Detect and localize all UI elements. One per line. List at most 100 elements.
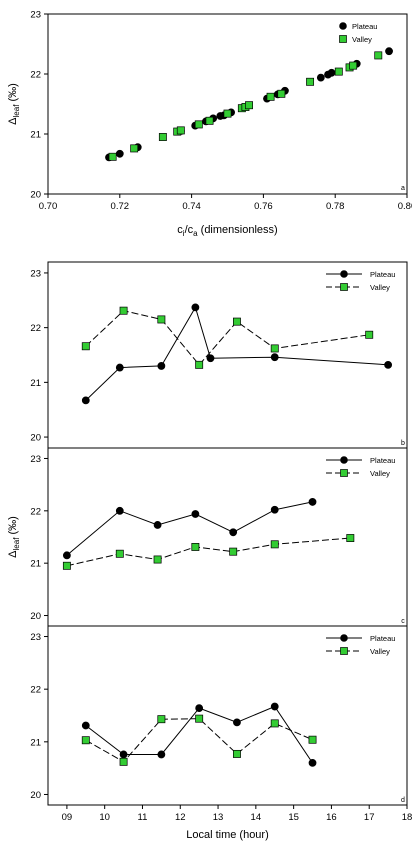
x-tick-label: 14: [251, 812, 262, 823]
data-point: [223, 109, 232, 118]
x-tick-label: 0.76: [254, 201, 273, 212]
data-point: [229, 528, 238, 537]
data-point: [384, 360, 393, 369]
y-tick-label: 22: [30, 323, 41, 334]
legend-marker: [340, 634, 348, 642]
data-point: [195, 704, 204, 713]
data-point: [81, 736, 90, 745]
legend-marker: [340, 270, 348, 278]
data-point: [334, 67, 343, 76]
data-point: [232, 749, 241, 758]
legend-label: Valley: [370, 647, 390, 656]
data-point: [385, 47, 393, 56]
y-tick-label: 23: [30, 632, 41, 643]
data-point: [81, 721, 90, 730]
panel-label: d: [401, 797, 405, 804]
data-point: [229, 547, 238, 556]
legend-marker: [339, 35, 347, 43]
legend-label: Valley: [370, 469, 390, 478]
chart-b: 20 21 22 23 Plateau Valley b: [30, 261, 408, 449]
data-point: [365, 330, 374, 339]
legend-marker: [339, 22, 347, 30]
legend-label: Plateau: [370, 456, 395, 465]
data-point: [270, 719, 279, 728]
data-point: [270, 505, 279, 514]
data-point: [316, 73, 325, 82]
data-point: [176, 126, 185, 135]
x-tick-label: 11: [138, 812, 148, 823]
series-line: [66, 537, 351, 567]
chart-a: 0.70 0.72 0.74 0.76 0.78 0.80 20 21 22 23 Plateau V…: [7, 10, 412, 239]
data-point: [81, 396, 90, 405]
data-point: [233, 718, 241, 727]
data-point: [158, 133, 167, 141]
x-tick-label: 16: [326, 812, 337, 823]
series-line: [85, 310, 370, 366]
x-tick-label: 15: [288, 812, 299, 823]
plot-frame: [47, 13, 408, 195]
data-point: [245, 101, 253, 110]
x-tick-label: 17: [364, 812, 375, 823]
data-point: [108, 152, 117, 161]
data-point: [191, 542, 200, 551]
x-tick-label: 13: [213, 812, 224, 823]
y-tick-label: 22: [30, 70, 41, 81]
y-tick-label: 21: [30, 378, 41, 389]
legend-label: Plateau: [370, 270, 395, 279]
data-point: [115, 149, 124, 158]
legend-label: Plateau: [352, 22, 377, 31]
data-point: [270, 353, 279, 362]
legend-marker: [340, 469, 348, 477]
data-point: [119, 306, 128, 315]
x-tick-label: 18: [402, 812, 412, 823]
data-point: [206, 354, 215, 363]
legend-label: Valley: [370, 283, 390, 292]
data-point: [195, 360, 204, 369]
data-point: [194, 120, 203, 129]
data-point: [153, 521, 162, 529]
y-tick-label: 23: [30, 454, 41, 465]
y-tick-label: 22: [30, 506, 41, 517]
data-point: [191, 303, 200, 312]
data-point: [157, 750, 166, 759]
x-tick-label: 0.80: [398, 201, 412, 212]
y-tick-label: 23: [30, 10, 41, 21]
y-axis-label: Δleaf (‰): [7, 516, 21, 558]
y-tick-label: 21: [30, 130, 41, 141]
y-tick-label: 20: [30, 433, 41, 444]
x-tick-label: 10: [99, 812, 110, 823]
y-tick-label: 20: [30, 790, 41, 801]
data-point: [157, 715, 166, 724]
data-point: [277, 89, 286, 98]
data-point: [205, 116, 214, 125]
data-point: [195, 714, 204, 723]
legend-marker: [340, 647, 348, 655]
data-point: [62, 551, 71, 560]
data-point: [270, 702, 279, 711]
y-tick-label: 21: [30, 737, 41, 748]
panel-label: a: [401, 185, 405, 192]
data-point: [191, 510, 200, 518]
data-point: [119, 750, 128, 759]
x-tick-label: 09: [62, 812, 73, 823]
panel-label: c: [401, 618, 405, 625]
x-axis-label: Local time (hour): [186, 829, 269, 841]
data-point: [232, 317, 241, 326]
data-point: [327, 68, 336, 77]
data-point: [349, 61, 358, 70]
y-tick-label: 23: [30, 268, 41, 279]
data-point: [130, 144, 139, 153]
panel-label: b: [401, 440, 405, 447]
x-tick-label: 0.74: [182, 201, 201, 212]
data-point: [374, 51, 383, 60]
legend-marker: [340, 456, 348, 464]
x-tick-label: 12: [175, 812, 186, 823]
plot-frame: [47, 625, 408, 806]
data-point: [308, 735, 317, 744]
x-tick-label: 0.78: [326, 201, 345, 212]
data-point: [119, 757, 128, 766]
y-tick-label: 20: [30, 190, 41, 201]
data-point: [306, 77, 315, 86]
data-point: [115, 506, 124, 515]
